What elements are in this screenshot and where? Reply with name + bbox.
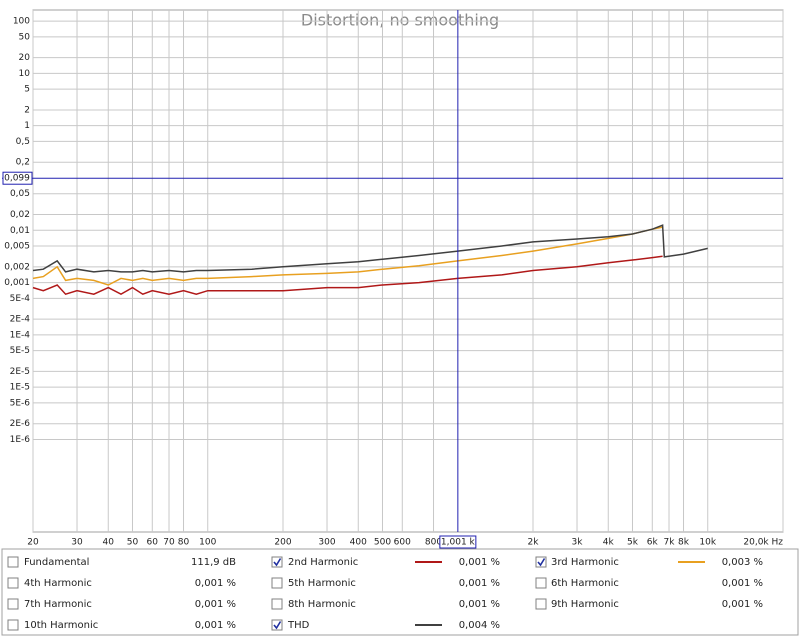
cursor-y-box bbox=[2, 171, 33, 185]
y-tick-label: 2E-4 bbox=[10, 315, 31, 325]
y-tick-label: 0,005 bbox=[4, 242, 30, 252]
x-tick-label: 20 bbox=[27, 538, 39, 548]
legend-checkbox[interactable] bbox=[271, 577, 283, 589]
y-tick-label: 100 bbox=[13, 17, 30, 27]
legend-readout: 0,001 % bbox=[459, 578, 500, 589]
legend-checkbox[interactable] bbox=[535, 577, 547, 589]
series-line bbox=[32, 226, 663, 286]
x-tick-label: 200 bbox=[274, 538, 291, 548]
y-tick-label: 1E-4 bbox=[10, 330, 31, 340]
legend-checkbox[interactable] bbox=[271, 619, 283, 631]
x-tick-label: 7k bbox=[664, 538, 676, 548]
legend-readout: 0,001 % bbox=[459, 599, 500, 610]
legend-checkbox[interactable] bbox=[7, 577, 19, 589]
legend-checkmark bbox=[537, 558, 546, 567]
x-tick-label: 600 bbox=[394, 538, 411, 548]
legend-readout: 0,001 % bbox=[195, 578, 236, 589]
y-tick-label: 0,5 bbox=[16, 137, 30, 147]
y-tick-label: 0,02 bbox=[10, 210, 30, 220]
x-tick-label: 8k bbox=[678, 538, 690, 548]
legend-name: 6th Harmonic bbox=[551, 578, 619, 589]
legend-checkbox[interactable] bbox=[271, 556, 283, 568]
legend-readout: 0,001 % bbox=[195, 620, 236, 631]
y-tick-label: 0,002 bbox=[4, 262, 30, 272]
legend-name: 5th Harmonic bbox=[288, 578, 356, 589]
x-tick-label: 300 bbox=[318, 538, 335, 548]
y-tick-label: 5 bbox=[24, 85, 30, 95]
series-line bbox=[32, 224, 708, 273]
x-tick-label: 80 bbox=[178, 538, 190, 548]
legend-name: THD bbox=[287, 620, 310, 631]
x-tick-label: 60 bbox=[147, 538, 159, 548]
x-tick-label: 4k bbox=[603, 538, 615, 548]
y-tick-label: 5E-4 bbox=[10, 294, 31, 304]
x-tick-label: 100 bbox=[199, 538, 216, 548]
legend-checkbox[interactable] bbox=[7, 556, 19, 568]
x-tick-label: 10k bbox=[699, 538, 716, 548]
y-tick-label: 50 bbox=[19, 32, 31, 42]
y-tick-label: 5E-6 bbox=[10, 398, 31, 408]
y-tick-label: 20 bbox=[19, 53, 31, 63]
legend-readout: 0,003 % bbox=[722, 557, 763, 568]
cursor-x-box bbox=[439, 535, 477, 549]
x-tick-label: 50 bbox=[127, 538, 139, 548]
y-tick-label: 0,001 bbox=[4, 278, 30, 288]
legend-panel bbox=[1, 548, 799, 636]
legend-name: 8th Harmonic bbox=[288, 599, 356, 610]
legend-name: 2nd Harmonic bbox=[288, 557, 358, 568]
x-tick-label: 400 bbox=[350, 538, 367, 548]
y-tick-label: 2E-6 bbox=[10, 419, 31, 429]
legend-checkmark bbox=[273, 558, 282, 567]
legend-checkbox[interactable] bbox=[7, 619, 19, 631]
y-tick-label: 10 bbox=[19, 69, 31, 79]
legend-readout: 111,9 dB bbox=[191, 557, 236, 568]
x-tick-label: 30 bbox=[71, 538, 83, 548]
cursor-x-label: 1,001 k bbox=[441, 538, 476, 548]
legend-name: 4th Harmonic bbox=[24, 578, 92, 589]
legend-name: Fundamental bbox=[24, 557, 89, 568]
y-tick-label: 5E-5 bbox=[10, 346, 30, 356]
y-tick-label: 0,01 bbox=[10, 226, 30, 236]
legend-checkbox[interactable] bbox=[535, 556, 547, 568]
legend-name: 7th Harmonic bbox=[24, 599, 92, 610]
x-tick-label: 40 bbox=[103, 538, 115, 548]
y-tick-label: 0,2 bbox=[16, 158, 30, 168]
legend-name: 10th Harmonic bbox=[24, 620, 98, 631]
x-tick-label: 2k bbox=[528, 538, 540, 548]
x-tick-label: 5k bbox=[627, 538, 639, 548]
x-tick-label: 70 bbox=[163, 538, 175, 548]
chart-title: Distortion, no smoothing bbox=[301, 11, 499, 30]
legend-name: 9th Harmonic bbox=[551, 599, 619, 610]
legend-readout: 0,001 % bbox=[195, 599, 236, 610]
legend-checkbox[interactable] bbox=[7, 598, 19, 610]
x-tick-label: 500 bbox=[374, 538, 391, 548]
series-line bbox=[32, 255, 663, 296]
legend-readout: 0,001 % bbox=[722, 578, 763, 589]
y-tick-label: 0,05 bbox=[10, 189, 30, 199]
y-tick-label: 1E-5 bbox=[10, 383, 30, 393]
x-tick-label: 3k bbox=[572, 538, 584, 548]
legend-readout: 0,001 % bbox=[722, 599, 763, 610]
legend-checkbox[interactable] bbox=[535, 598, 547, 610]
y-tick-label: 2E-5 bbox=[10, 367, 30, 377]
x-tick-label: 6k bbox=[647, 538, 659, 548]
legend-readout: 0,001 % bbox=[459, 557, 500, 568]
legend-readout: 0,004 % bbox=[459, 620, 500, 631]
x-tick-label: 800 bbox=[425, 538, 442, 548]
legend-checkmark bbox=[273, 621, 282, 630]
y-tick-label: 1 bbox=[24, 121, 30, 131]
y-tick-label: 2 bbox=[24, 105, 30, 115]
x-tick-label: 20,0k Hz bbox=[743, 538, 783, 548]
legend-name: 3rd Harmonic bbox=[551, 557, 619, 568]
legend-checkbox[interactable] bbox=[271, 598, 283, 610]
y-tick-label: 1E-6 bbox=[10, 435, 31, 445]
cursor-y-label: 0,099 bbox=[4, 174, 30, 184]
